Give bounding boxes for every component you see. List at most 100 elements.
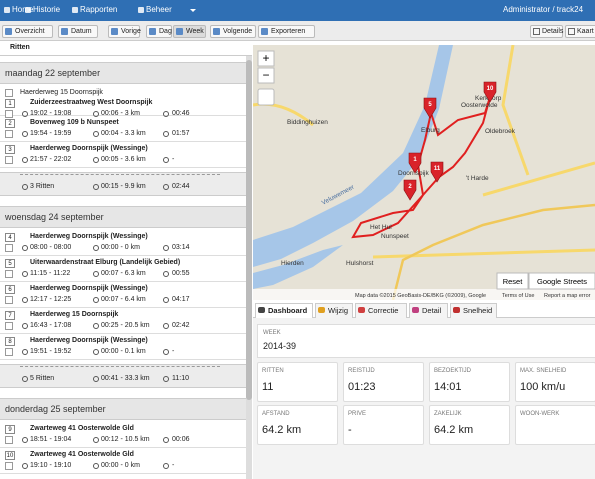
trip-address: Uiterwaardenstraat Elburg (Landelijk Geb… [30,259,181,266]
checkbox[interactable] [5,322,13,330]
toolbar-label: Volgende [223,28,253,35]
layer-control[interactable] [257,88,275,106]
toolbar-button[interactable] [258,25,315,38]
zoom-in-icon: + [262,51,269,65]
trip-row[interactable] [0,142,246,168]
day-label: woensdag 24 september [5,212,104,222]
map[interactable]: + − BiddinghuizenKerkdorpOosterwoldeElbu… [253,45,595,300]
clock-icon [93,349,99,355]
map-label: Nunspeet [381,233,409,240]
nav-item[interactable]: Historie [33,5,61,14]
trip-row[interactable] [0,86,246,116]
trip-start: Haerderweg 15 Doornspijk [20,89,103,96]
checkbox[interactable] [5,348,13,356]
map-marker[interactable] [403,179,417,201]
marker-number: 11 [434,166,441,172]
checkbox[interactable] [5,89,13,97]
tab[interactable] [355,303,407,318]
trip-time: 11:15 - 11:22 [30,270,71,277]
tab[interactable] [255,303,313,318]
toolbar-button[interactable] [58,25,98,38]
clock-icon [93,437,99,443]
stat-label: ZAKELIJK [434,411,462,417]
map-button[interactable] [496,272,529,290]
checkbox[interactable] [5,130,13,138]
zoom-in[interactable] [257,50,275,67]
map-marker[interactable] [430,161,444,183]
clock-icon [163,271,169,277]
trip-row[interactable] [0,116,246,142]
map-label: Hierden [281,260,304,267]
trip-row[interactable] [0,334,246,360]
trip-address: Bovenweg 109 b Nunspeet [30,119,119,126]
toolbar-icon [176,28,183,35]
map-marker[interactable] [483,81,497,103]
summary-count: 5 Ritten [30,375,55,382]
map-marker[interactable] [408,152,422,174]
navbar [0,0,595,21]
trip-duration: 00:00 - 0 km [101,462,140,469]
week-card [257,324,595,358]
day-header [0,206,246,228]
map-link[interactable]: Report a map error [544,293,591,299]
day-summary [0,172,246,196]
toolbar-label: Vorige [121,28,141,35]
trip-number: 2 [5,119,15,128]
marker-number: 5 [428,102,432,108]
nav-user[interactable]: Administrator / track24 [503,5,584,14]
trip-row[interactable] [0,256,246,282]
checkbox[interactable] [5,244,13,252]
road [391,203,595,300]
trip-duration: 00:06 - 3 km [101,110,140,117]
scroll-thumb[interactable] [246,60,252,400]
clock-icon [93,245,99,251]
trip-row[interactable] [0,308,246,334]
route [351,96,491,239]
list-title: Ritten [10,44,30,51]
stat-card [515,405,595,445]
trip-row[interactable] [0,448,246,474]
checkbox[interactable] [5,296,13,304]
map-button[interactable] [528,272,595,290]
trip-stay: 03:14 [172,244,190,251]
toolbar-button[interactable] [210,25,256,38]
map-label: Oosterwolde [461,102,498,109]
trip-stay: - [172,348,175,355]
trip-duration: 00:04 - 3.3 km [101,130,146,137]
trip-duration: 00:00 - 0.1 km [101,348,146,355]
zoom-out[interactable] [257,67,275,84]
checkbox[interactable] [5,110,13,118]
checkbox[interactable] [5,462,13,470]
toolbar-button[interactable] [2,25,53,38]
trip-time: 21:57 - 22:02 [30,156,72,163]
trip-address: Haerderweg Doornspijk (Wessinge) [30,285,148,292]
clock-icon [22,463,28,469]
tab[interactable] [315,303,353,318]
clock-icon [163,463,169,469]
trip-address: Haerderweg 15 Doornspijk [30,311,119,318]
checkbox[interactable] [5,156,13,164]
tab-icon [258,307,265,313]
trip-row[interactable] [0,282,246,308]
checkbox[interactable] [5,436,13,444]
checkbox[interactable] [5,270,13,278]
map-button-label: Reset [503,277,524,286]
clock-icon [93,271,99,277]
trip-row[interactable] [0,230,246,256]
trip-number: 8 [5,337,15,346]
nav-item[interactable]: Rapporten [80,5,118,14]
stat-card [343,405,424,445]
trip-stay: 02:42 [172,322,190,329]
nav-icon [4,7,10,13]
trip-row[interactable] [0,422,246,448]
nav-item[interactable]: Beheer [146,5,172,14]
tab[interactable] [450,303,497,318]
stat-card [429,362,510,402]
tab[interactable] [409,303,448,318]
nav-item[interactable]: Home [12,5,34,14]
clock-icon [22,349,28,355]
clock-icon [22,245,28,251]
nav-icon [25,7,31,13]
map-marker[interactable] [423,97,437,119]
map-link[interactable]: Terms of Use [502,293,534,299]
